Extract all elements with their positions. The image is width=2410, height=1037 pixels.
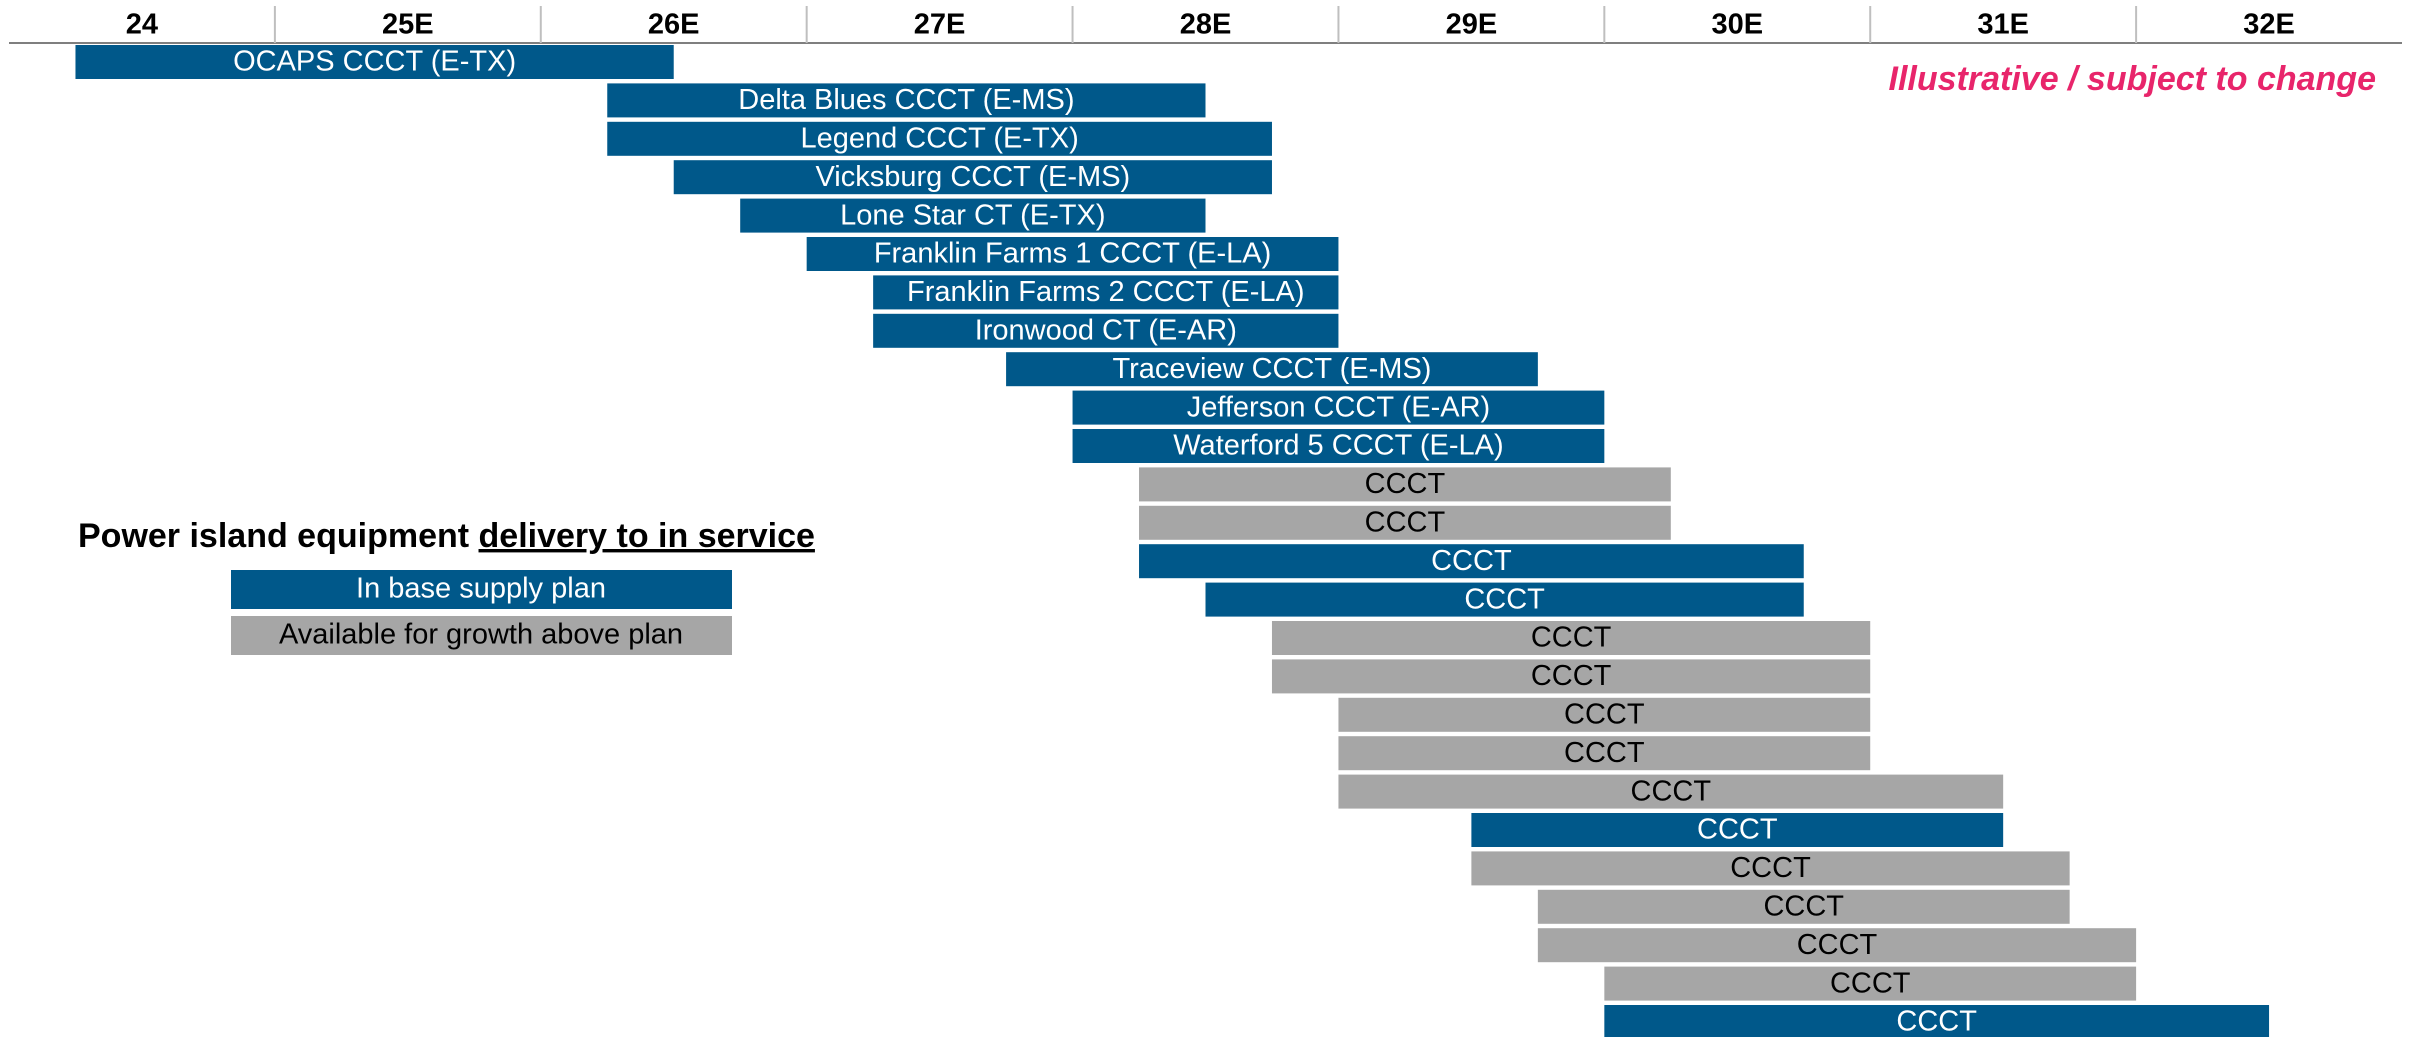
bar-label: Jefferson CCCT (E-AR) <box>1187 391 1491 423</box>
bar <box>1338 774 2004 809</box>
bar <box>1604 966 2137 1001</box>
legend-label: Available for growth above plan <box>279 619 683 651</box>
bar <box>1205 582 1804 617</box>
bar <box>1072 429 1605 463</box>
bar <box>1271 659 1871 694</box>
bar-label: CCCT <box>1431 545 1512 577</box>
bar <box>1471 851 2070 886</box>
x-tick-label: 26E <box>648 9 700 41</box>
bar-label: Vicksburg CCCT (E-MS) <box>815 161 1130 193</box>
legend-label: In base supply plan <box>356 573 606 605</box>
bar <box>873 275 1339 310</box>
annotation: Illustrative / subject to change <box>1889 60 2376 98</box>
bar-label: CCCT <box>1564 737 1645 769</box>
bar-label: Franklin Farms 1 CCCT (E-LA) <box>874 238 1271 270</box>
x-tick-label: 29E <box>1446 9 1498 41</box>
bar-label: Legend CCCT (E-TX) <box>800 122 1078 154</box>
bar <box>673 160 1272 195</box>
bar <box>1604 1005 2270 1037</box>
bar-label: CCCT <box>1531 622 1612 654</box>
bar-label: CCCT <box>1830 967 1911 999</box>
bar <box>740 198 1206 233</box>
bar-label: OCAPS CCCT (E-TX) <box>233 46 516 78</box>
bar-label: CCCT <box>1896 1006 1977 1037</box>
bar <box>1006 352 1538 387</box>
bar <box>806 237 1339 271</box>
x-tick-label: 25E <box>382 9 434 41</box>
title: Power island equipment <box>78 517 479 555</box>
bar <box>1139 544 1804 579</box>
x-tick-label: 31E <box>1977 9 2029 41</box>
bar <box>1139 467 1671 502</box>
bar <box>1537 928 2137 963</box>
bar-label: Ironwood CT (E-AR) <box>975 314 1237 346</box>
bar-label: CCCT <box>1697 814 1778 846</box>
bar <box>1072 390 1605 425</box>
legend-swatch <box>231 616 732 655</box>
bar <box>1139 505 1671 540</box>
bar-label: Traceview CCCT (E-MS) <box>1112 353 1431 385</box>
bar <box>1471 813 2004 847</box>
x-tick-label: 28E <box>1180 9 1232 41</box>
bar <box>75 45 674 79</box>
bar-label: CCCT <box>1730 852 1811 884</box>
x-tick-label: 24 <box>126 9 158 41</box>
bar <box>1537 889 2070 924</box>
bar-label: CCCT <box>1464 583 1545 615</box>
legend-title: Power island equipment delivery to in se… <box>78 517 815 555</box>
bar-label: CCCT <box>1531 660 1612 692</box>
x-tick-label: 27E <box>914 9 966 41</box>
bar-label: Lone Star CT (E-TX) <box>840 199 1105 231</box>
bar <box>607 83 1206 118</box>
bar-label: CCCT <box>1564 698 1645 730</box>
bar-label: CCCT <box>1797 929 1878 961</box>
title-underlined: delivery to in service <box>479 517 815 555</box>
bar-label: CCCT <box>1631 775 1712 807</box>
bar-label: Delta Blues CCCT (E-MS) <box>738 84 1074 116</box>
bar-label: CCCT <box>1365 468 1446 500</box>
bar-label: CCCT <box>1763 890 1844 922</box>
bar <box>1338 736 1871 771</box>
x-tick-label: 32E <box>2243 9 2295 41</box>
bar <box>607 121 1272 156</box>
bar <box>873 313 1339 348</box>
bar-label: CCCT <box>1365 506 1446 538</box>
bar-label: Waterford 5 CCCT (E-LA) <box>1173 430 1503 462</box>
bar <box>1271 621 1871 655</box>
x-tick-label: 30E <box>1711 9 1763 41</box>
bar-label: Franklin Farms 2 CCCT (E-LA) <box>907 276 1304 308</box>
bar <box>1338 697 1871 732</box>
legend-swatch <box>231 570 732 609</box>
